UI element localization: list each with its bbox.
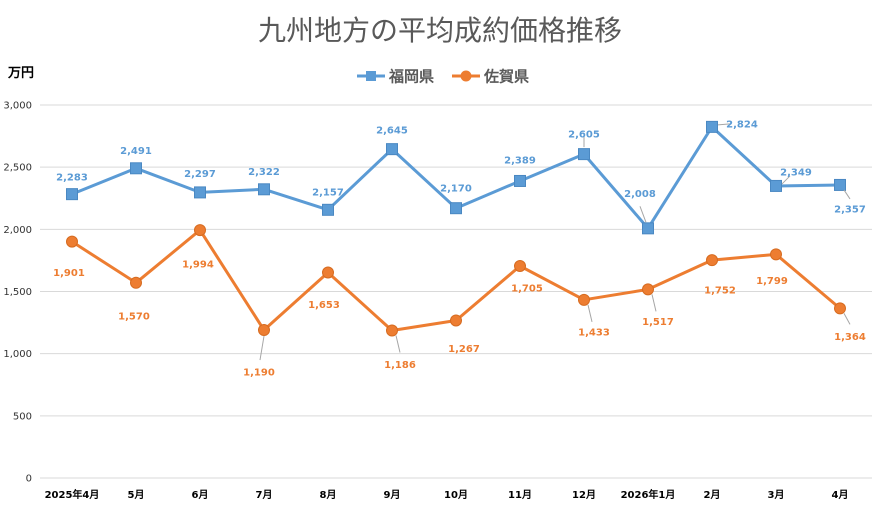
x-tick-label: 8月 <box>320 489 337 501</box>
x-tick-label: 4月 <box>832 489 849 501</box>
data-point-marker <box>66 188 78 201</box>
data-label: 1,517 <box>642 317 674 328</box>
x-tick-label: 2月 <box>704 489 721 501</box>
label-leader-line <box>587 304 593 322</box>
data-label: 2,283 <box>56 173 88 184</box>
data-point-marker <box>578 148 590 161</box>
legend-item: 佐賀県 <box>452 68 529 86</box>
y-tick-label: 3,000 <box>3 101 32 112</box>
label-leader-line <box>395 335 401 353</box>
data-label: 1,799 <box>756 276 788 287</box>
data-label: 2,491 <box>120 146 152 157</box>
gridlines <box>40 104 872 479</box>
data-point-marker <box>770 179 782 192</box>
data-point-marker <box>578 293 590 306</box>
series-group: 2,283 2,491 2,297 2,322 2,157 2,645 2,170 2,389… <box>53 119 866 378</box>
legend-label: 福岡県 <box>388 68 434 86</box>
data-label: 2,322 <box>248 167 280 178</box>
data-point-marker <box>386 143 398 156</box>
data-label: 1,752 <box>704 286 736 297</box>
data-label: 2,157 <box>312 187 344 198</box>
data-point-marker <box>322 266 334 279</box>
data-label: 1,364 <box>834 332 866 343</box>
data-point-marker <box>642 222 654 235</box>
x-tick-label: 11月 <box>508 489 532 501</box>
label-leader-line <box>651 294 657 312</box>
x-tick-label: 10月 <box>444 489 468 501</box>
label-leader-line <box>781 175 791 185</box>
data-point-marker <box>642 283 654 296</box>
data-label: 1,186 <box>384 360 416 371</box>
data-point-marker <box>258 183 270 196</box>
data-point-marker <box>514 174 526 187</box>
y-tick-label: 1,000 <box>3 349 32 360</box>
data-point-marker <box>322 203 334 216</box>
data-label: 2,349 <box>780 167 812 178</box>
x-tick-label: 2025年4月 <box>45 488 100 501</box>
data-label: 2,389 <box>504 155 536 166</box>
x-tick-label: 2026年1月 <box>621 488 676 501</box>
label-leader-line <box>639 206 647 223</box>
y-tick-label: 1,500 <box>3 287 32 298</box>
data-label: 1,190 <box>243 368 275 379</box>
legend-square-marker <box>366 71 376 81</box>
data-point-marker <box>514 260 526 273</box>
data-label: 1,901 <box>53 268 85 279</box>
data-point-marker <box>194 224 206 237</box>
x-tick-label: 3月 <box>768 489 785 501</box>
data-label: 2,645 <box>376 126 408 137</box>
x-tick-label: 12月 <box>572 489 596 501</box>
legend-item: 福岡県 <box>357 68 434 86</box>
label-leader-line <box>717 123 731 126</box>
data-point-marker <box>706 254 718 267</box>
data-label: 1,570 <box>118 311 150 322</box>
data-point-marker <box>386 324 398 337</box>
label-leader-line <box>843 313 851 325</box>
x-tick-label: 5月 <box>128 489 145 501</box>
x-tick-label: 7月 <box>256 489 273 501</box>
data-label: 2,824 <box>726 119 758 130</box>
data-point-marker <box>194 186 206 199</box>
data-label: 2,008 <box>624 189 656 200</box>
x-axis-ticks: 2025年4月 5月 6月 7月 8月 9月 10月 11月 12月 2026年1月 2月 3月 4月 <box>45 488 849 501</box>
y-tick-label: 0 <box>26 474 32 485</box>
series-fukuoka: 2,283 2,491 2,297 2,322 2,157 2,645 2,170 2,389… <box>56 119 866 235</box>
data-point-marker <box>258 324 270 337</box>
label-leader-line <box>259 335 265 361</box>
data-point-marker <box>450 202 462 215</box>
data-label: 2,170 <box>440 184 472 195</box>
data-label: 1,705 <box>511 284 543 295</box>
data-label: 2,605 <box>568 130 600 141</box>
y-axis-unit-label: 万円 <box>7 66 34 81</box>
data-label: 2,297 <box>184 169 216 180</box>
data-label: 2,357 <box>834 204 866 215</box>
series-saga: 1,901 1,570 1,994 1,190 1,653 1,186 1,267 1,705… <box>53 224 866 379</box>
data-label: 1,267 <box>448 344 480 355</box>
legend-label: 佐賀県 <box>483 68 529 86</box>
y-axis-ticks: 0 500 1,000 1,500 2,000 2,500 3,000 <box>3 101 32 485</box>
data-point-marker <box>130 162 142 175</box>
y-tick-label: 2,000 <box>3 225 32 236</box>
data-point-marker <box>706 120 718 133</box>
x-tick-label: 9月 <box>384 489 401 501</box>
data-point-marker <box>66 235 78 248</box>
data-label: 1,433 <box>578 327 610 338</box>
data-label: 1,994 <box>182 260 214 271</box>
y-tick-label: 2,500 <box>3 163 32 174</box>
data-point-marker <box>834 178 846 191</box>
legend-circle-marker <box>460 70 472 82</box>
y-tick-label: 500 <box>13 411 32 422</box>
legend: 福岡県 佐賀県 <box>357 68 529 86</box>
data-point-marker <box>450 314 462 327</box>
chart-title: 九州地方の平均成約価格推移 <box>258 14 622 47</box>
data-label: 1,653 <box>308 300 340 311</box>
data-point-marker <box>770 248 782 261</box>
data-point-marker <box>130 276 142 289</box>
x-tick-label: 6月 <box>192 489 209 501</box>
label-leader-line <box>843 189 851 200</box>
data-point-marker <box>834 302 846 315</box>
